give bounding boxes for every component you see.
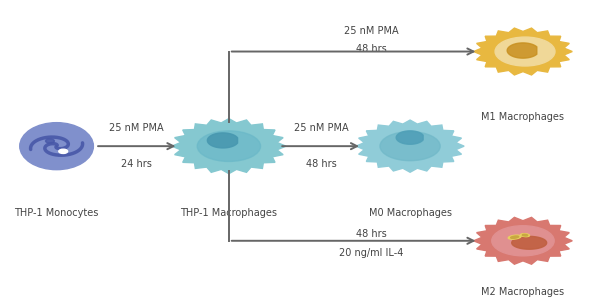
Ellipse shape [523, 234, 527, 236]
Circle shape [380, 132, 440, 161]
Text: 25 nM PMA: 25 nM PMA [109, 123, 164, 133]
Circle shape [46, 139, 55, 143]
Polygon shape [356, 120, 464, 172]
Circle shape [495, 37, 555, 66]
Polygon shape [208, 133, 238, 148]
Text: 48 hrs: 48 hrs [356, 44, 387, 54]
Text: M2 Macrophages: M2 Macrophages [481, 287, 565, 297]
Text: M1 Macrophages: M1 Macrophages [481, 112, 565, 122]
Ellipse shape [27, 127, 86, 165]
Polygon shape [396, 131, 423, 144]
Text: 24 hrs: 24 hrs [121, 159, 152, 169]
Polygon shape [473, 217, 572, 264]
Ellipse shape [508, 235, 521, 239]
Ellipse shape [521, 234, 530, 237]
Polygon shape [473, 28, 572, 75]
Polygon shape [507, 43, 537, 58]
Polygon shape [512, 236, 547, 249]
Text: THP-1 Monocytes: THP-1 Monocytes [14, 208, 99, 218]
Text: THP-1 Macrophages: THP-1 Macrophages [181, 208, 277, 218]
Text: 48 hrs: 48 hrs [356, 229, 387, 239]
Text: M0 Macrophages: M0 Macrophages [368, 208, 452, 218]
Circle shape [492, 226, 554, 256]
Ellipse shape [511, 236, 518, 238]
Text: 25 nM PMA: 25 nM PMA [293, 123, 348, 133]
Ellipse shape [37, 133, 77, 159]
Text: 25 nM PMA: 25 nM PMA [344, 26, 399, 36]
Circle shape [59, 149, 68, 154]
Polygon shape [172, 118, 286, 174]
Text: 20 ng/ml IL-4: 20 ng/ml IL-4 [339, 248, 404, 258]
Text: 48 hrs: 48 hrs [305, 159, 337, 169]
Circle shape [197, 131, 260, 161]
Ellipse shape [20, 123, 94, 170]
